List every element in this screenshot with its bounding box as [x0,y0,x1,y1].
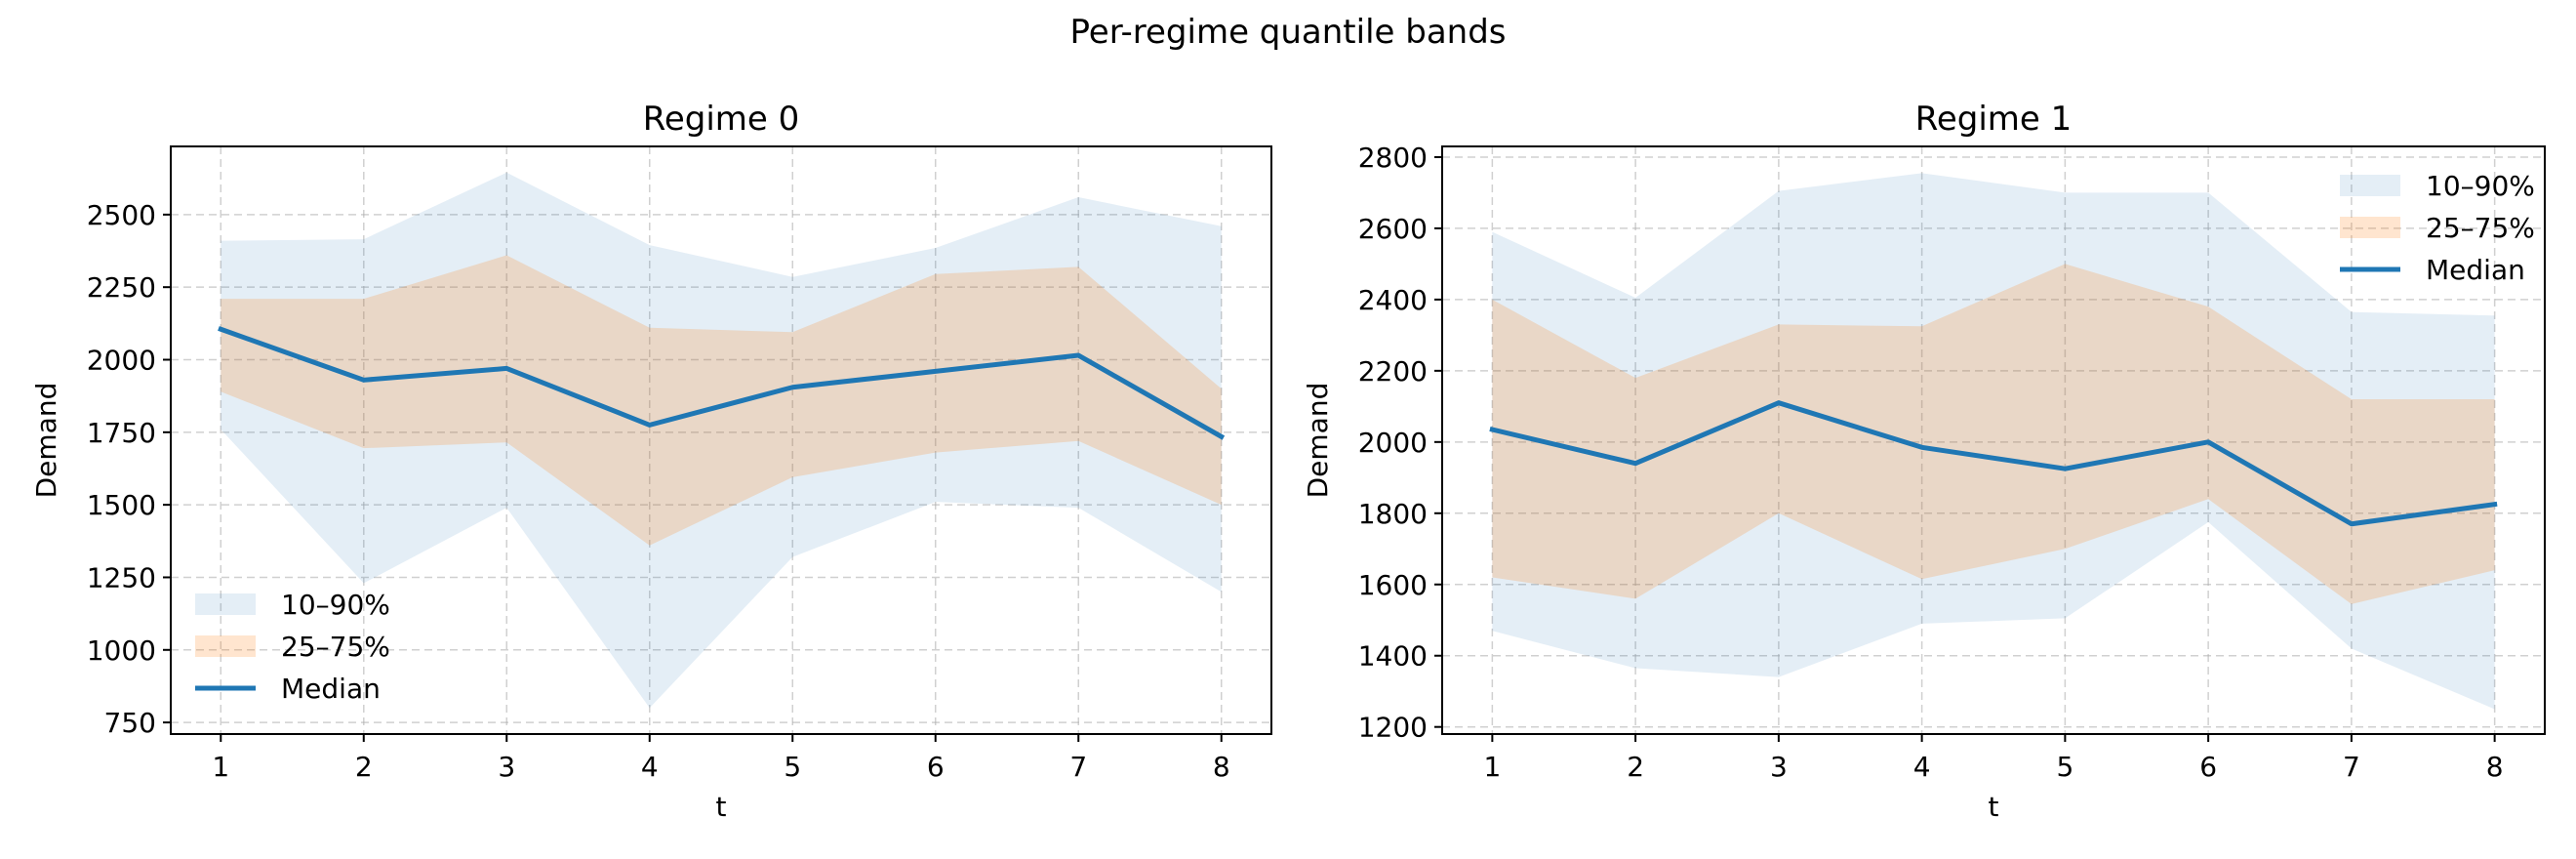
median-line [218,326,1226,440]
y-tick-label: 2600 [1358,213,1428,245]
legend-swatch-25-75 [195,635,256,657]
x-tick-label: 2 [355,751,373,783]
x-tick-label: 4 [641,751,659,783]
band-25-75 [221,255,1222,546]
x-tick-label: 7 [1069,751,1087,783]
chart-regime-0: 1 2 3 4 5 6 7 8 750 1000 1250 1500 1750 2000 2250 2500 R… [30,100,1272,823]
y-tick-label: 2000 [1358,427,1428,459]
x-tick-label: 8 [1213,751,1230,783]
y-tick-label: 1750 [87,417,156,449]
x-tick-label: 5 [784,751,801,783]
y-tick-label: 750 [104,707,156,739]
x-axis-label: t [1989,791,1999,823]
y-tick-label: 2500 [87,199,156,231]
x-tick-label: 6 [927,751,945,783]
band-10-90 [1492,173,2495,710]
chart-regime-1: 1 2 3 4 5 6 7 8 1200 1400 1600 1800 2000 2200 2400 2600… [1302,100,2546,823]
x-axis-label: t [716,791,727,823]
y-tick-label: 1600 [1358,569,1428,601]
figure-title: Per-regime quantile bands [1069,13,1506,52]
median-line [1489,400,2498,527]
band-10-90 [221,172,1222,709]
y-axis-label: Demand [30,383,62,499]
y-tick-label: 1500 [87,489,156,521]
band-25-75 [1492,264,2495,604]
x-tick-label: 7 [2343,751,2360,783]
legend-label: 25–75% [281,631,390,663]
chart-title: Regime 0 [643,100,800,139]
axes-frame [1441,145,2546,735]
legend: 10–90% 25–75% Median [195,589,390,705]
x-tick-label: 3 [1770,751,1788,783]
x-tick-label: 8 [2486,751,2504,783]
legend-swatch-10-90 [2340,175,2400,196]
y-tick-label: 2400 [1358,284,1428,316]
legend-label: 10–90% [281,589,390,621]
x-tick-label: 2 [1627,751,1644,783]
legend-label: 10–90% [2426,170,2535,202]
y-tick-label: 2200 [1358,355,1428,388]
axes-frame [170,145,1272,735]
y-tick-label: 1000 [87,634,156,667]
x-tick-label: 1 [1483,751,1501,783]
y-tick-label: 1800 [1358,498,1428,530]
y-tick-label: 2800 [1358,142,1428,174]
y-tick-label: 2250 [87,271,156,304]
legend-swatch-10-90 [195,593,256,615]
chart-title: Regime 1 [1915,100,2073,139]
y-axis-label: Demand [1302,383,1334,499]
legend-swatch-25-75 [2340,217,2400,238]
x-tick-label: 1 [212,751,229,783]
x-tick-label: 3 [498,751,515,783]
y-tick-label: 1200 [1358,712,1428,744]
legend-label: Median [2426,254,2525,286]
y-tick-label: 1250 [87,561,156,593]
legend: 10–90% 25–75% Median [2340,170,2535,286]
legend-label: 25–75% [2426,212,2535,244]
x-tick-label: 4 [1913,751,1931,783]
y-tick-label: 1400 [1358,640,1428,673]
x-tick-label: 5 [2056,751,2073,783]
legend-label: Median [281,673,381,705]
y-tick-label: 2000 [87,345,156,377]
x-tick-label: 6 [2199,751,2217,783]
